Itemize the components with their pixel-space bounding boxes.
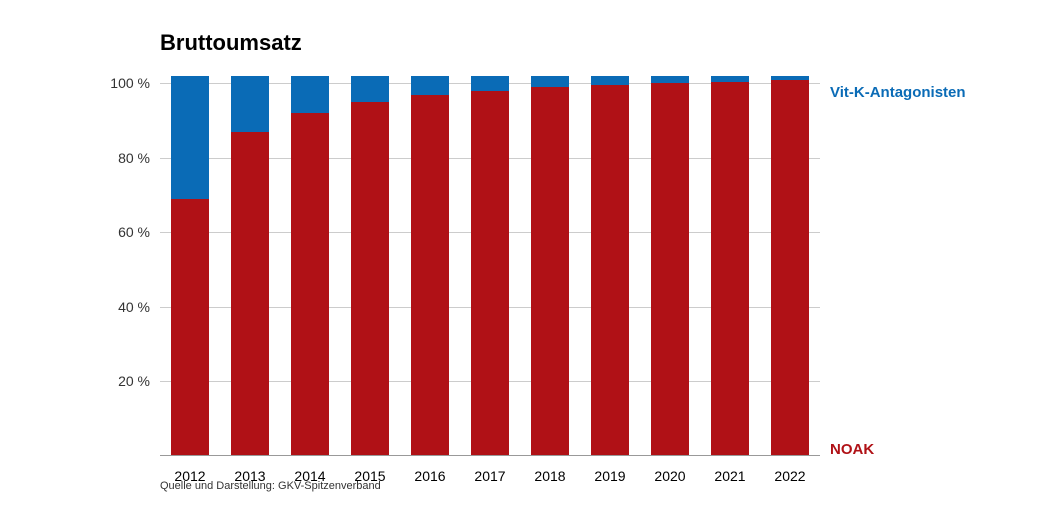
stacked-bar: [531, 76, 569, 456]
x-tick-label: 2016: [400, 468, 460, 484]
bar-segment-noak: [471, 91, 509, 456]
bar-segment-vitk: [411, 76, 449, 95]
stacked-bar: [471, 76, 509, 456]
bar-segment-noak: [651, 83, 689, 456]
bar-slot: [700, 76, 760, 456]
stacked-bar: [711, 76, 749, 456]
bar-slot: [220, 76, 280, 456]
bar-slot: [760, 76, 820, 456]
y-axis: 20 % 40 % 60 % 80 % 100 %: [90, 76, 150, 456]
bar-segment-vitk: [291, 76, 329, 113]
x-tick-label: 2022: [760, 468, 820, 484]
bar-slot: [340, 76, 400, 456]
stacked-bar: [411, 76, 449, 456]
stacked-bar: [591, 76, 629, 456]
chart-title: Bruttoumsatz: [160, 30, 1020, 56]
bar-slot: [280, 76, 340, 456]
x-tick-label: 2019: [580, 468, 640, 484]
bar-slot: [460, 76, 520, 456]
bar-segment-noak: [591, 85, 629, 456]
plot-area: 20 %40 %60 %80 %100 % 201220132014201520…: [160, 76, 820, 456]
legend: Vit-K-Antagonisten NOAK: [830, 76, 1010, 456]
bar-segment-noak: [771, 80, 809, 456]
bar-slot: [520, 76, 580, 456]
stacked-bar: [651, 76, 689, 456]
y-tick-label: 80 %: [90, 150, 150, 166]
stacked-bar: [771, 76, 809, 456]
x-tick-label: 2021: [700, 468, 760, 484]
y-tick-label: 40 %: [90, 299, 150, 315]
bars-group: [160, 76, 820, 456]
stacked-bar: [351, 76, 389, 456]
bar-segment-vitk: [591, 76, 629, 85]
bar-segment-noak: [291, 113, 329, 456]
bar-segment-vitk: [351, 76, 389, 102]
stacked-bar: [171, 76, 209, 456]
y-tick-label: 100 %: [90, 75, 150, 91]
chart-container: Bruttoumsatz 20 %40 %60 %80 %100 % 20122…: [160, 30, 1020, 456]
bar-slot: [160, 76, 220, 456]
bar-slot: [400, 76, 460, 456]
x-tick-label: 2020: [640, 468, 700, 484]
bar-segment-vitk: [651, 76, 689, 83]
legend-noak: NOAK: [830, 441, 874, 458]
bar-segment-noak: [411, 95, 449, 456]
bar-segment-vitk: [231, 76, 269, 132]
y-tick-label: 60 %: [90, 224, 150, 240]
source-note: Quelle und Darstellung: GKV-Spitzenverba…: [160, 480, 381, 492]
legend-vitk: Vit-K-Antagonisten: [830, 84, 966, 101]
bar-segment-noak: [231, 132, 269, 456]
bar-segment-noak: [351, 102, 389, 456]
x-tick-label: 2018: [520, 468, 580, 484]
stacked-bar: [291, 76, 329, 456]
bar-slot: [580, 76, 640, 456]
bar-segment-noak: [711, 82, 749, 456]
bar-segment-noak: [531, 87, 569, 456]
y-tick-label: 20 %: [90, 373, 150, 389]
bar-slot: [640, 76, 700, 456]
bar-segment-noak: [171, 199, 209, 456]
bar-segment-vitk: [531, 76, 569, 87]
bar-segment-vitk: [171, 76, 209, 199]
x-tick-label: 2017: [460, 468, 520, 484]
stacked-bar: [231, 76, 269, 456]
bar-segment-vitk: [471, 76, 509, 91]
